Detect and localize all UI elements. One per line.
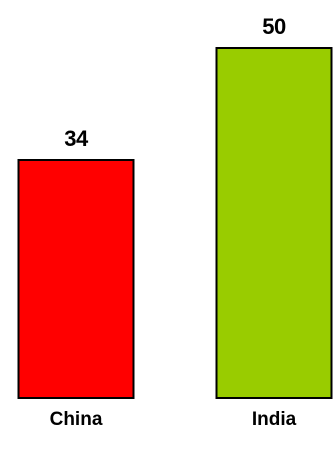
bar-india bbox=[215, 47, 333, 399]
bar-china bbox=[17, 159, 135, 399]
category-labels-group: China India bbox=[50, 409, 297, 430]
value-label-india: 50 bbox=[262, 14, 286, 39]
value-label-china: 34 bbox=[64, 126, 89, 151]
bars-group bbox=[17, 47, 333, 399]
category-label-china: China bbox=[50, 409, 103, 430]
value-labels-group: 34 50 bbox=[64, 14, 286, 151]
category-label-india: India bbox=[252, 409, 297, 430]
